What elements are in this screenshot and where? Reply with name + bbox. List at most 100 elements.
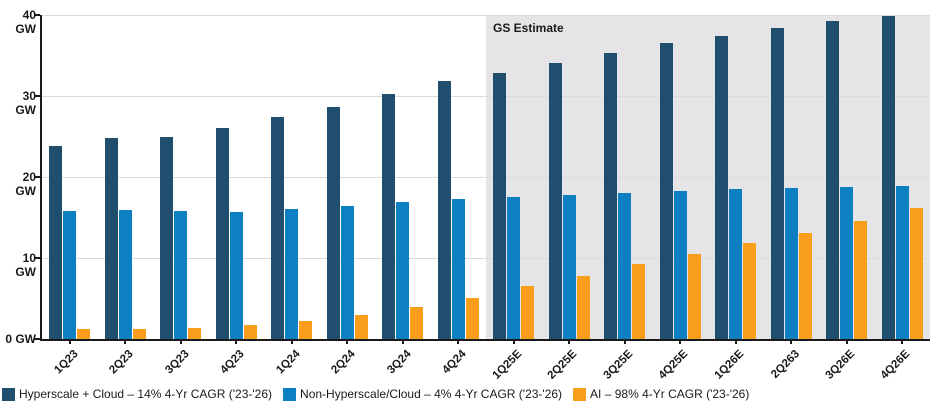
legend-item-1: Non-Hyperscale/Cloud – 4% 4-Yr CAGR ('23…: [283, 387, 562, 401]
bar-2Q25E: [548, 62, 562, 339]
bar-group-4Q23: [209, 15, 265, 339]
legend-item-0: Hyperscale + Cloud – 14% 4-Yr CAGR ('23-…: [2, 387, 272, 401]
x-axis-label-text: 1Q25E: [490, 348, 525, 382]
x-axis-label-text: 2Q25E: [545, 348, 580, 382]
bar-3Q25E: [618, 193, 632, 339]
x-axis-label-text: 1Q26E: [712, 348, 747, 382]
bar-group-2Q25E: [542, 15, 598, 339]
bar-4Q24: [465, 297, 479, 339]
x-axis-label-text: 3Q23: [162, 348, 192, 377]
x-axis-line: [40, 339, 930, 341]
y-axis-tick: [34, 95, 40, 97]
bar-4Q25E: [673, 190, 687, 339]
x-axis-tick: [346, 339, 349, 344]
x-axis-label-text: 4Q23: [218, 348, 247, 377]
x-axis-label-text: 4Q25E: [656, 348, 691, 382]
bar-2Q25E: [562, 194, 576, 339]
bar-group-4Q24: [431, 15, 487, 339]
bar-4Q23: [215, 127, 229, 339]
bar-group-3Q23: [153, 15, 209, 339]
y-axis-label: 30 GW: [15, 89, 36, 117]
bar-2Q23: [104, 138, 118, 339]
y-axis-tick: [34, 176, 40, 178]
x-axis-label-text: 2Q24: [329, 348, 358, 377]
bar-3Q24: [396, 202, 410, 339]
bar-group-2Q24: [320, 15, 376, 339]
y-axis-label: 0 GW: [5, 332, 36, 346]
bar-4Q25E: [659, 43, 673, 339]
x-axis-tick: [790, 339, 793, 344]
bar-groups: [42, 15, 930, 339]
x-axis-label-text: 3Q25E: [601, 348, 636, 382]
legend-item-2: AI – 98% 4-Yr CAGR ('23-'26): [573, 387, 749, 401]
bar-group-1Q23: [42, 15, 98, 339]
bar-group-3Q24: [375, 15, 431, 339]
bar-1Q23: [49, 146, 63, 339]
bar-3Q24: [382, 93, 396, 339]
x-axis-label-text: 3Q24: [384, 348, 414, 377]
bar-2Q24: [354, 314, 368, 339]
bar-group-2Q23: [98, 15, 154, 339]
bar-2Q263: [798, 232, 812, 339]
bar-4Q25E: [687, 253, 701, 339]
bar-3Q23: [188, 328, 202, 339]
x-axis-label-text: 3Q26E: [823, 348, 858, 382]
x-axis-label-text: 2Q23: [107, 348, 136, 377]
bar-3Q26E: [854, 220, 868, 339]
gridline-30: [42, 96, 930, 97]
bar-2Q23: [118, 210, 132, 339]
bar-3Q23: [174, 211, 188, 339]
x-axis-label-text: 2Q263: [768, 348, 802, 381]
bar-2Q263: [770, 27, 784, 339]
x-axis-tick: [124, 339, 127, 344]
x-axis-label-text: 1Q23: [51, 348, 81, 377]
x-axis-tick: [623, 339, 626, 344]
bar-3Q26E: [840, 186, 854, 339]
bar-4Q24: [437, 81, 451, 339]
bar-2Q263: [784, 188, 798, 339]
legend-marker-icon: [573, 387, 587, 401]
y-axis-line: [40, 15, 42, 341]
bar-3Q25E: [604, 53, 618, 339]
x-axis-tick: [401, 339, 404, 344]
x-axis-label-text: 1Q24: [273, 348, 303, 377]
bar-1Q25E: [493, 72, 507, 339]
x-axis-tick: [679, 339, 682, 344]
x-axis-tick: [901, 339, 904, 344]
x-axis-label-text: 4Q24: [440, 348, 469, 377]
bar-4Q24: [451, 198, 465, 339]
bar-1Q25E: [507, 197, 521, 339]
bar-group-3Q26E: [819, 15, 875, 339]
legend-label: Non-Hyperscale/Cloud – 4% 4-Yr CAGR ('23…: [300, 387, 563, 401]
bar-1Q24: [299, 321, 313, 339]
x-axis-tick: [734, 339, 737, 344]
estimate-label: GS Estimate: [493, 21, 564, 35]
gridline-40: [42, 15, 930, 16]
bar-group-1Q25E: [486, 15, 542, 339]
y-axis-tick: [34, 338, 40, 340]
bar-1Q26E: [715, 36, 729, 339]
x-axis-tick: [179, 339, 182, 344]
x-axis-label-text: 4Q26E: [878, 348, 913, 382]
bar-1Q25E: [521, 286, 535, 339]
bar-group-4Q26E: [875, 15, 931, 339]
bar-3Q25E: [632, 264, 646, 339]
x-axis-tick: [568, 339, 571, 344]
y-axis-label: 20 GW: [15, 170, 36, 198]
legend: Hyperscale + Cloud – 14% 4-Yr CAGR ('23-…: [2, 387, 749, 401]
bar-1Q26E: [743, 243, 757, 339]
bar-2Q24: [340, 206, 354, 339]
legend-marker-icon: [283, 387, 297, 401]
bar-2Q23: [132, 329, 146, 339]
x-axis-tick: [457, 339, 460, 344]
gridline-20: [42, 177, 930, 178]
y-axis-label: 10 GW: [15, 251, 36, 279]
bar-group-1Q24: [264, 15, 320, 339]
y-axis-tick: [34, 14, 40, 16]
x-axis-tick: [235, 339, 238, 344]
bar-3Q26E: [826, 21, 840, 339]
bar-group-1Q26E: [708, 15, 764, 339]
legend-marker-icon: [2, 387, 15, 401]
bar-1Q24: [271, 117, 285, 339]
